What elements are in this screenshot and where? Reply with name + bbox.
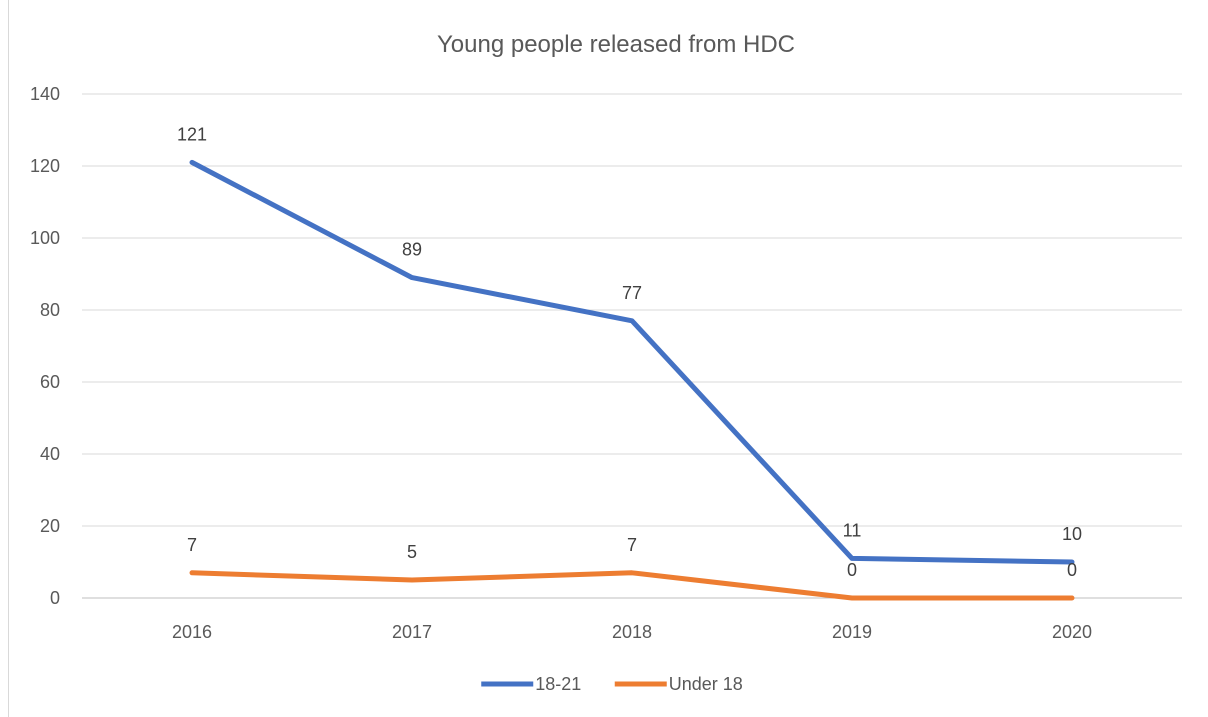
legend-label: 18-21 bbox=[535, 674, 581, 694]
y-tick-label: 120 bbox=[30, 156, 60, 176]
x-tick-label: 2018 bbox=[612, 622, 652, 642]
data-label: 11 bbox=[843, 520, 862, 540]
y-tick-label: 20 bbox=[40, 516, 60, 536]
data-label: 10 bbox=[1062, 524, 1082, 544]
y-tick-label: 100 bbox=[30, 228, 60, 248]
y-tick-label: 140 bbox=[30, 84, 60, 104]
x-tick-label: 2020 bbox=[1052, 622, 1092, 642]
legend: 18-21 Under 18 bbox=[481, 674, 743, 694]
y-tick-label: 0 bbox=[50, 588, 60, 608]
data-label: 7 bbox=[627, 535, 637, 555]
data-labels: 121 89 77 11 10 7 5 7 0 0 bbox=[177, 124, 1082, 580]
frame-border bbox=[8, 0, 9, 717]
data-label: 121 bbox=[177, 124, 207, 144]
y-tick-label: 80 bbox=[40, 300, 60, 320]
x-tick-label: 2016 bbox=[172, 622, 212, 642]
y-tick-label: 40 bbox=[40, 444, 60, 464]
data-label: 0 bbox=[1067, 560, 1077, 580]
data-label: 89 bbox=[402, 240, 422, 260]
chart-title: Young people released from HDC bbox=[437, 31, 795, 58]
data-label: 0 bbox=[847, 560, 857, 580]
series-line bbox=[189, 570, 1075, 601]
gridlines bbox=[82, 93, 1182, 599]
y-tick-label: 60 bbox=[40, 372, 60, 392]
legend-label: Under 18 bbox=[669, 674, 743, 694]
y-axis-ticks: 0 20 40 60 80 100 120 140 bbox=[30, 84, 60, 608]
x-tick-label: 2019 bbox=[832, 622, 872, 642]
x-tick-label: 2017 bbox=[392, 622, 432, 642]
data-label: 77 bbox=[622, 283, 642, 303]
series-line bbox=[189, 159, 1075, 565]
series-lines bbox=[189, 159, 1075, 601]
x-axis-ticks: 2016 2017 2018 2019 2020 bbox=[172, 622, 1092, 642]
data-label: 5 bbox=[407, 542, 417, 562]
data-label: 7 bbox=[187, 535, 197, 555]
